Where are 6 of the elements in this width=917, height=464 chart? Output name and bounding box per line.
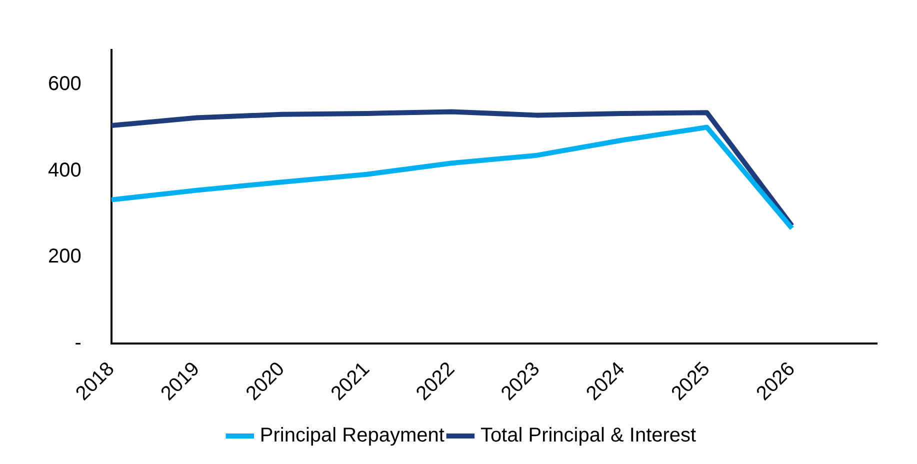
y-tick-label: - xyxy=(74,332,82,354)
y-tick-label: 600 xyxy=(48,73,82,96)
y-tick-label: 400 xyxy=(48,159,82,182)
legend-label: Total Principal & Interest xyxy=(480,424,697,447)
legend-label: Principal Repayment xyxy=(260,424,445,447)
y-tick-label: 200 xyxy=(48,246,82,268)
